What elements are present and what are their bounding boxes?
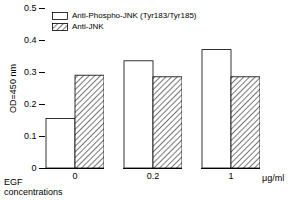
html-text:EGF concentrations: EGF concentrations: [4, 177, 63, 197]
svg-text:0: 0: [31, 163, 36, 173]
svg-text:0.2: 0.2: [24, 99, 37, 109]
html-text:Anti-JNK: Anti-JNK: [72, 22, 104, 31]
svg-text:0: 0: [72, 171, 77, 181]
svg-text:0.3: 0.3: [24, 67, 37, 77]
svg-text:0.2: 0.2: [147, 171, 160, 181]
svg-text:0.5: 0.5: [24, 3, 37, 13]
html-text:Anti-Phospho-JNK (Tyr183/Tyr18: Anti-Phospho-JNK (Tyr183/Tyr185): [72, 11, 197, 20]
html-text:μg/ml: μg/ml: [262, 173, 285, 183]
svg-text:0.1: 0.1: [24, 131, 37, 141]
svg-text:1: 1: [228, 171, 233, 181]
svg-text:0.4: 0.4: [24, 35, 37, 45]
svg-text:OD=450 nm: OD=450 nm: [8, 64, 18, 113]
